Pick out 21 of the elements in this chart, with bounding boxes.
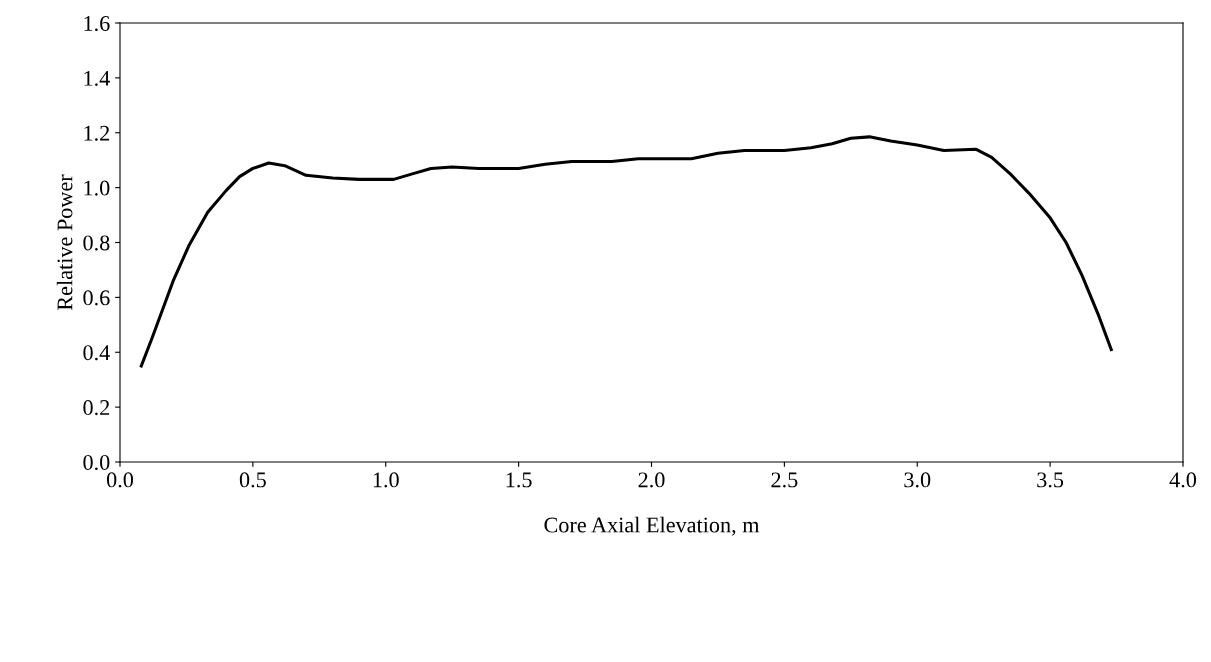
x-tick-label: 3.5	[1037, 472, 1064, 488]
y-tick-label: 0.0	[83, 454, 110, 471]
y-tick-label: 1.4	[84, 70, 110, 86]
y-tick-label: 0.8	[83, 235, 110, 251]
x-tick-label: 2.5	[771, 472, 798, 488]
y-tick-label: 1.0	[84, 180, 110, 196]
y-tick-label: 0.6	[83, 290, 110, 306]
x-tick-label: 4.0	[1169, 472, 1197, 488]
x-tick-label: 1.0	[373, 472, 399, 488]
y-tick-label: 1.2	[84, 125, 110, 141]
y-tick-label: 0.4	[83, 345, 110, 361]
x-tick-label: 0.5	[239, 472, 266, 488]
line-series	[139, 135, 1113, 368]
x-tick-label: 3.0	[904, 472, 931, 488]
y-tick-label: 0.2	[83, 400, 110, 416]
y-axis-title: Relative Power	[56, 174, 73, 311]
x-tick-label: 2.0	[638, 472, 665, 488]
y-tick-label: 1.6	[84, 15, 110, 32]
x-axis-title: Core Axial Elevation, m	[544, 516, 760, 536]
x-tick-label: 0.0	[106, 472, 134, 488]
x-tick-label: 1.5	[506, 472, 532, 488]
